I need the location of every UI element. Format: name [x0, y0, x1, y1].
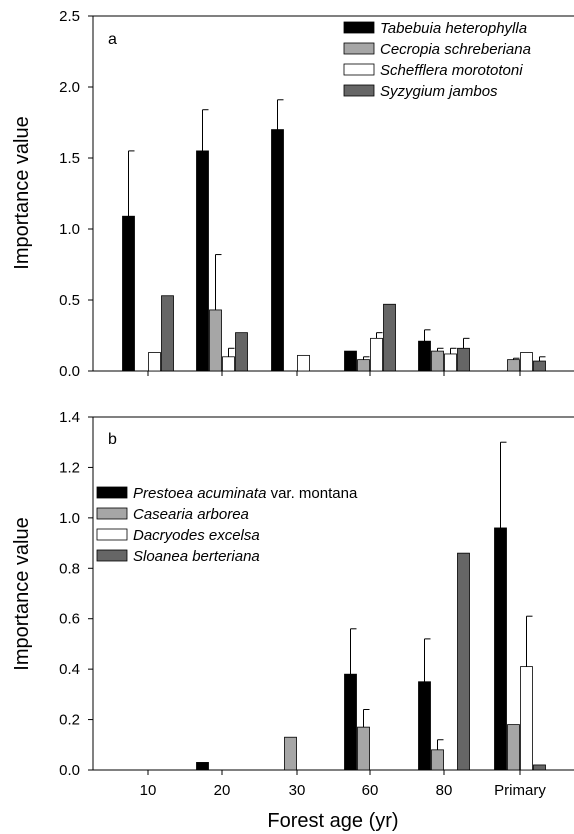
panel-b: b Importance value 0.0 0.2 0.4 0.6 0.8 1.0 1.2… — [11, 409, 574, 832]
bar — [122, 215, 135, 372]
panel-b-y-tick-label: 0.8 — [59, 560, 80, 577]
bar — [344, 350, 357, 372]
panel-a-x-ticks — [147, 371, 521, 376]
bar — [431, 350, 444, 372]
panel-b-y-tick-label: 1.0 — [59, 510, 80, 527]
panel-b-y-tick-label: 0.4 — [59, 661, 80, 678]
legend-swatch — [96, 549, 128, 562]
x-tick-label: 80 — [436, 782, 453, 799]
bar — [161, 295, 174, 372]
panel-b-label: b — [108, 431, 117, 448]
panel-a-legend: Tabebuia heterophylla Cecropia schreberia… — [343, 20, 531, 100]
panel-b-y-tick-label: 1.4 — [59, 409, 80, 426]
bar — [344, 673, 357, 771]
bar — [520, 352, 533, 372]
bar — [507, 359, 520, 372]
bar — [209, 309, 222, 372]
legend-label: Prestoea acuminata var. montana — [133, 485, 358, 502]
panel-a-y-tick-label: 1.0 — [59, 221, 80, 238]
bar — [383, 303, 396, 372]
panel-a-bars — [122, 99, 546, 372]
bar — [507, 724, 520, 771]
bar — [370, 337, 383, 372]
legend-swatch — [96, 528, 128, 541]
bar — [357, 359, 370, 372]
bar — [533, 360, 546, 372]
bar — [148, 352, 161, 372]
legend-swatch — [96, 486, 128, 499]
legend-label: Dacryodes excelsa — [133, 527, 260, 544]
panel-a-y-tick-label: 1.5 — [59, 150, 80, 167]
panel-a-y-tick-label: 2.0 — [59, 79, 80, 96]
bar — [444, 353, 457, 372]
legend-label-suffix: var. montana — [266, 485, 358, 502]
legend-label: Sloanea berteriana — [133, 548, 260, 565]
x-tick-label: Primary — [494, 782, 546, 799]
bar — [520, 666, 533, 771]
bar — [196, 150, 209, 372]
bar — [196, 762, 209, 771]
x-axis-label: Forest age (yr) — [267, 810, 398, 832]
panel-a-y-ticks: 0.0 0.5 1.0 1.5 2.0 2.5 — [59, 8, 93, 380]
bar — [222, 356, 235, 372]
bar — [418, 340, 431, 372]
bar — [431, 749, 444, 771]
bar — [494, 527, 507, 771]
x-tick-label: 30 — [289, 782, 306, 799]
panel-a-y-tick-label: 2.5 — [59, 8, 80, 25]
legend-label: Cecropia schreberiana — [380, 41, 531, 58]
legend-swatch — [343, 21, 375, 34]
panel-b-x-ticks: 10 20 30 60 80 Primary — [140, 770, 546, 799]
bar — [418, 681, 431, 771]
bar — [284, 736, 297, 771]
panel-a-y-tick-label: 0.5 — [59, 292, 80, 309]
legend-label: Casearia arborea — [133, 506, 249, 523]
bar — [533, 764, 546, 771]
panel-b-y-axis-label: Importance value — [11, 517, 33, 670]
x-tick-label: 10 — [140, 782, 157, 799]
legend-swatch — [343, 42, 375, 55]
panel-a-y-tick-label: 0.0 — [59, 363, 80, 380]
panel-b-y-tick-label: 0.6 — [59, 611, 80, 628]
legend-swatch — [343, 63, 375, 76]
x-tick-label: 20 — [214, 782, 231, 799]
panel-a-label: a — [108, 31, 117, 48]
panel-b-y-tick-label: 0.0 — [59, 762, 80, 779]
panel-b-y-tick-label: 0.2 — [59, 712, 80, 729]
bar — [357, 726, 370, 771]
legend-label: Schefflera morototoni — [380, 62, 523, 79]
panel-a: a Importance value 0.0 0.5 1.0 1.5 2.0 2.5 Ta… — [11, 8, 574, 380]
panel-b-y-ticks: 0.0 0.2 0.4 0.6 0.8 1.0 1.2 1.4 — [59, 409, 93, 779]
legend-label: Tabebuia heterophylla — [380, 20, 527, 37]
legend-swatch — [96, 507, 128, 520]
panel-b-legend: Prestoea acuminata var. montana Casearia … — [96, 485, 358, 565]
bar — [235, 332, 248, 372]
bar — [457, 347, 470, 372]
legend-swatch — [343, 84, 375, 97]
panel-b-bars — [196, 441, 546, 771]
panel-b-y-tick-label: 1.2 — [59, 459, 80, 476]
x-tick-label: 60 — [362, 782, 379, 799]
bar — [457, 552, 470, 771]
legend-label: Syzygium jambos — [380, 83, 498, 100]
panel-a-y-axis-label: Importance value — [11, 116, 33, 269]
bar — [271, 129, 284, 372]
bar — [297, 354, 310, 372]
